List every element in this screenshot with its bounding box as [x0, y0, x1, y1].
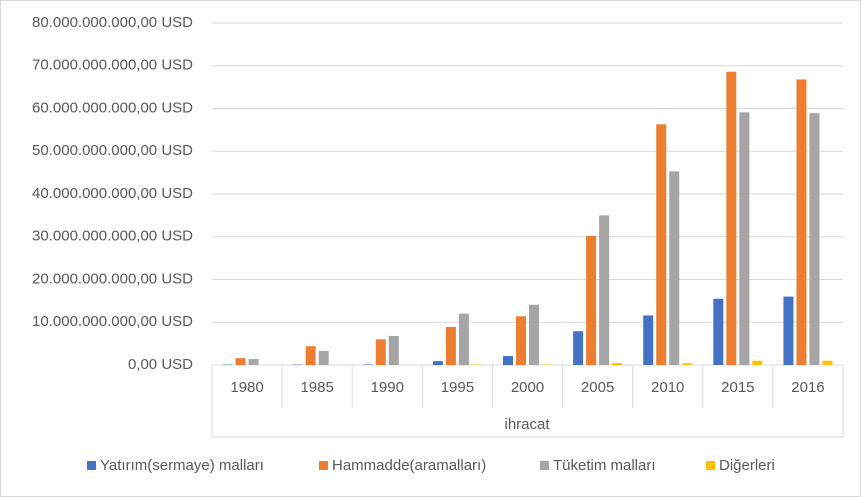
bar [388, 335, 399, 365]
bar [643, 315, 654, 365]
legend-swatch [706, 461, 715, 470]
bar [445, 326, 456, 365]
bar [375, 339, 386, 365]
bar [796, 79, 807, 366]
y-tick-label: 50.000.000.000,00 USD [32, 142, 193, 159]
legend-label: Tüketim malları [553, 457, 656, 474]
y-tick-label: 70.000.000.000,00 USD [32, 57, 193, 74]
x-group-label: ihracat [504, 416, 550, 433]
y-tick-label: 20.000.000.000,00 USD [32, 270, 193, 287]
bar [739, 112, 750, 365]
legend-label: Yatırım(sermaye) malları [100, 457, 264, 474]
x-tick-label: 2010 [651, 379, 684, 396]
x-tick-label: 2016 [791, 379, 824, 396]
bar [573, 331, 584, 365]
bar [656, 124, 667, 365]
y-tick-label: 10.000.000.000,00 USD [32, 313, 193, 330]
legend-swatch [87, 461, 96, 470]
bar [305, 346, 316, 365]
bar [726, 71, 737, 366]
bar [669, 171, 680, 365]
bar [248, 359, 259, 365]
x-tick-label: 1995 [441, 379, 474, 396]
y-tick-label: 30.000.000.000,00 USD [32, 228, 193, 245]
x-tick-label: 1980 [230, 379, 263, 396]
bar [783, 296, 794, 365]
bar [318, 350, 329, 365]
x-tick-label: 2000 [511, 379, 544, 396]
bar [612, 362, 623, 365]
bar [458, 313, 469, 365]
x-tick-label: 1985 [300, 379, 333, 396]
x-tick-label: 2005 [581, 379, 614, 396]
bar [586, 235, 597, 365]
y-tick-label: 0,00 USD [128, 356, 193, 373]
y-tick-label: 60.000.000.000,00 USD [32, 99, 193, 116]
bar [599, 215, 610, 365]
bar [432, 361, 443, 365]
bar [529, 304, 539, 365]
bar [503, 356, 513, 365]
legend-label: Hammadde(aramalları) [332, 457, 486, 474]
bar [822, 360, 833, 365]
y-tick-label: 80.000.000.000,00 USD [32, 14, 193, 31]
y-tick-label: 40.000.000.000,00 USD [32, 185, 193, 202]
bar [752, 360, 763, 365]
bar [713, 298, 724, 365]
bar [682, 363, 693, 365]
legend-swatch [540, 461, 549, 470]
x-tick-label: 2015 [721, 379, 754, 396]
bar [516, 316, 526, 365]
bar [809, 113, 820, 365]
legend-label: Diğerleri [719, 457, 775, 474]
bar [235, 358, 246, 365]
legend-swatch [319, 461, 328, 470]
x-tick-label: 1990 [371, 379, 404, 396]
